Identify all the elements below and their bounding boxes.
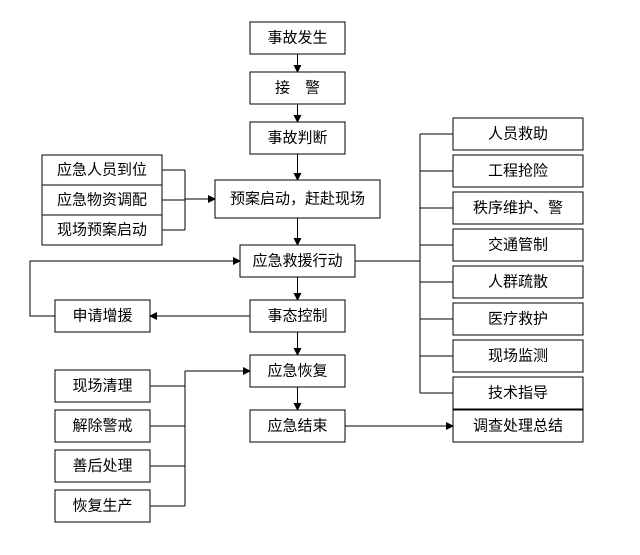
node-label-n3: 事故判断 [267,129,327,146]
node-label-l1: 应急人员到位 [57,160,147,178]
node-label-zr: 申请增援 [72,307,132,324]
node-label-r3: 秩序维护、警 [473,199,563,216]
node-label-r7: 现场监测 [488,347,548,364]
emergency-flowchart: 事故发生接 警事故判断预案启动，赶赴现场应急救援行动事态控制应急恢复应急结束 应急… [0,0,640,555]
node-label-l2: 应急物资调配 [57,190,147,208]
node-label-b3: 善后处理 [72,457,132,474]
node-label-n5: 应急救援行动 [252,251,342,269]
node-label-n8: 应急结束 [267,416,327,434]
node-label-n1: 事故发生 [267,29,327,46]
node-label-b1: 现场清理 [72,377,132,394]
node-label-n7: 应急恢复 [267,361,327,379]
node-label-r2: 工程抢险 [488,161,548,179]
node-label-r4: 交通管制 [488,235,548,253]
node-label-r5: 人群疏散 [488,273,548,290]
node-label-r1: 人员救助 [488,125,548,142]
node-label-l3: 现场预案启动 [57,220,147,238]
node-label-r8: 技术指导 [488,384,548,401]
node-label-r6: 医疗救护 [488,310,548,327]
node-label-n4: 预案启动，赶赴现场 [230,189,365,207]
node-label-b4: 恢复生产 [72,496,132,514]
node-label-n6: 事态控制 [267,307,327,324]
node-label-b2: 解除警戒 [72,417,132,434]
node-label-n2: 接 警 [275,79,320,96]
node-label-res: 调查处理总结 [473,417,563,434]
